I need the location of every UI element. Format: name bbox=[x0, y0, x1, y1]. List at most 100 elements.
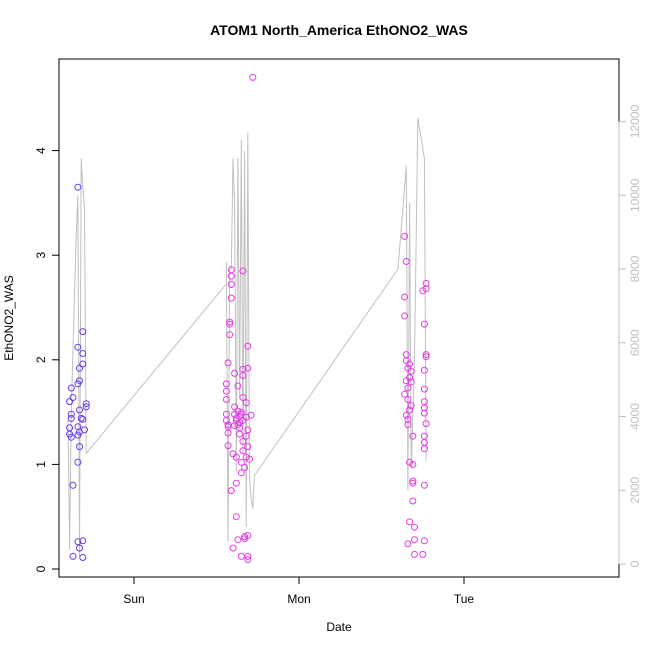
data-point bbox=[239, 267, 247, 275]
data-point bbox=[232, 479, 240, 487]
data-point bbox=[420, 445, 428, 453]
data-point bbox=[236, 424, 244, 432]
data-point bbox=[411, 550, 418, 558]
data-point bbox=[74, 183, 82, 191]
data-point bbox=[224, 429, 232, 437]
data-point bbox=[79, 328, 87, 336]
data-point bbox=[422, 279, 430, 287]
data-point bbox=[222, 387, 230, 395]
data-point bbox=[401, 312, 409, 320]
data-point bbox=[69, 394, 77, 401]
data-point bbox=[420, 537, 428, 545]
data-point bbox=[79, 554, 87, 561]
data-point bbox=[422, 285, 430, 293]
data-point bbox=[420, 409, 428, 417]
data-point bbox=[409, 497, 417, 505]
data-point bbox=[244, 426, 252, 434]
data-point bbox=[77, 414, 85, 422]
y-axis-right: 0 2000 4000 6000 8000 10000 12000 bbox=[618, 105, 642, 567]
data-point bbox=[67, 384, 75, 392]
data-point bbox=[231, 403, 239, 411]
data-point bbox=[420, 481, 428, 489]
y-tick-label: 2 bbox=[34, 356, 48, 363]
data-points-layer bbox=[66, 73, 430, 564]
data-point bbox=[239, 437, 247, 445]
data-point bbox=[404, 415, 412, 423]
data-point bbox=[420, 366, 428, 374]
x-tick-label: Mon bbox=[287, 592, 310, 606]
data-point bbox=[249, 73, 257, 81]
data-point bbox=[76, 443, 83, 451]
data-point bbox=[244, 443, 252, 451]
data-point bbox=[239, 372, 247, 379]
data-point bbox=[74, 458, 82, 466]
data-point bbox=[401, 293, 409, 301]
x-tick-label: Tue bbox=[454, 592, 475, 606]
data-point bbox=[232, 453, 240, 461]
y2-tick-label: 10000 bbox=[628, 178, 642, 212]
data-point bbox=[237, 408, 245, 416]
data-point bbox=[422, 353, 430, 361]
data-point bbox=[406, 518, 414, 526]
altitude-series-line bbox=[67, 117, 427, 557]
data-point bbox=[422, 420, 430, 428]
data-point bbox=[224, 442, 232, 450]
y-axis-label: EthONO2_WAS bbox=[2, 275, 16, 361]
data-point bbox=[222, 380, 230, 388]
data-point bbox=[226, 318, 234, 326]
y2-tick-label: 4000 bbox=[628, 403, 642, 430]
data-point bbox=[406, 374, 414, 382]
y2-tick-label: 6000 bbox=[628, 329, 642, 356]
data-point bbox=[244, 364, 252, 372]
data-point bbox=[247, 411, 255, 419]
data-point bbox=[234, 382, 242, 390]
data-point bbox=[407, 367, 415, 375]
data-point bbox=[419, 550, 427, 558]
data-point bbox=[222, 410, 230, 418]
data-point bbox=[74, 380, 82, 388]
data-point bbox=[406, 360, 414, 368]
data-point bbox=[401, 232, 409, 240]
data-point bbox=[409, 479, 417, 487]
data-point bbox=[237, 552, 245, 560]
data-point bbox=[237, 469, 245, 477]
data-point bbox=[79, 415, 87, 423]
data-point bbox=[244, 556, 252, 564]
data-point bbox=[241, 464, 249, 471]
data-point bbox=[231, 369, 239, 377]
data-point bbox=[229, 544, 237, 552]
data-point bbox=[411, 523, 418, 531]
data-point bbox=[237, 458, 245, 466]
data-point bbox=[67, 410, 75, 418]
x-axis-label: Date bbox=[326, 620, 352, 634]
y2-tick-label: 2000 bbox=[628, 477, 642, 504]
data-point bbox=[420, 438, 428, 446]
data-point bbox=[409, 432, 417, 440]
data-point bbox=[232, 513, 240, 521]
data-point bbox=[224, 359, 232, 367]
data-point bbox=[227, 487, 235, 495]
data-point bbox=[406, 406, 414, 414]
data-point bbox=[74, 431, 82, 439]
data-point bbox=[76, 406, 83, 414]
data-point bbox=[222, 396, 230, 403]
data-point bbox=[422, 351, 430, 359]
data-point bbox=[227, 266, 235, 274]
data-point bbox=[402, 258, 410, 265]
data-point bbox=[404, 384, 412, 392]
data-point bbox=[401, 390, 409, 398]
altitude-line-layer bbox=[67, 117, 427, 557]
data-point bbox=[234, 536, 242, 544]
data-point bbox=[236, 412, 244, 420]
data-point bbox=[74, 343, 82, 351]
data-point bbox=[244, 532, 252, 539]
x-axis: Sun Mon Tue bbox=[123, 576, 475, 606]
data-point bbox=[74, 538, 82, 546]
data-point bbox=[404, 396, 412, 403]
data-point bbox=[226, 320, 234, 328]
data-point bbox=[79, 350, 87, 357]
data-point bbox=[241, 533, 249, 541]
data-point bbox=[242, 432, 250, 440]
data-point bbox=[407, 378, 415, 386]
